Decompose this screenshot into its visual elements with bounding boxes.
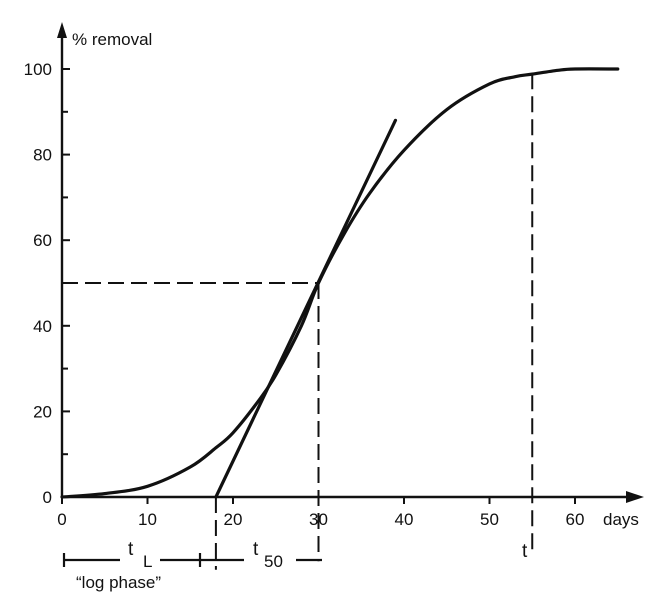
x-tick-label: 20 [224, 510, 243, 529]
t50-subscript: 50 [264, 552, 283, 571]
x-axis-title: days [603, 510, 639, 529]
t-end-label: t [522, 541, 528, 562]
y-axis-arrow-icon [57, 22, 67, 38]
x-tick-label: 50 [480, 510, 499, 529]
reference-lines [62, 73, 534, 570]
log-phase-label: “log phase” [76, 573, 161, 592]
y-tick-label: 20 [33, 402, 52, 421]
y-tick-label: 100 [24, 60, 52, 79]
x-tick-label: 10 [138, 510, 157, 529]
t-lag-label: t [128, 539, 134, 560]
y-tick-label: 40 [33, 317, 52, 336]
tangent-line [214, 118, 398, 499]
t50-label: t [253, 539, 259, 560]
y-tick-label: 60 [33, 231, 52, 250]
t-lag-subscript: L [143, 552, 152, 571]
x-axis-arrow-icon [626, 491, 644, 503]
y-ticks: 0 20 40 60 80 100 [24, 60, 70, 507]
phase-annotations: t L t 50 t “log phase” [62, 539, 528, 592]
y-tick-label: 80 [33, 146, 52, 165]
x-tick-label: 40 [395, 510, 414, 529]
x-tick-label: 0 [57, 510, 66, 529]
x-tick-label: 60 [566, 510, 585, 529]
y-tick-label: 0 [43, 488, 52, 507]
x-ticks: 0 10 20 30 40 50 60 [57, 497, 584, 529]
y-axis-title: % removal [72, 30, 152, 49]
